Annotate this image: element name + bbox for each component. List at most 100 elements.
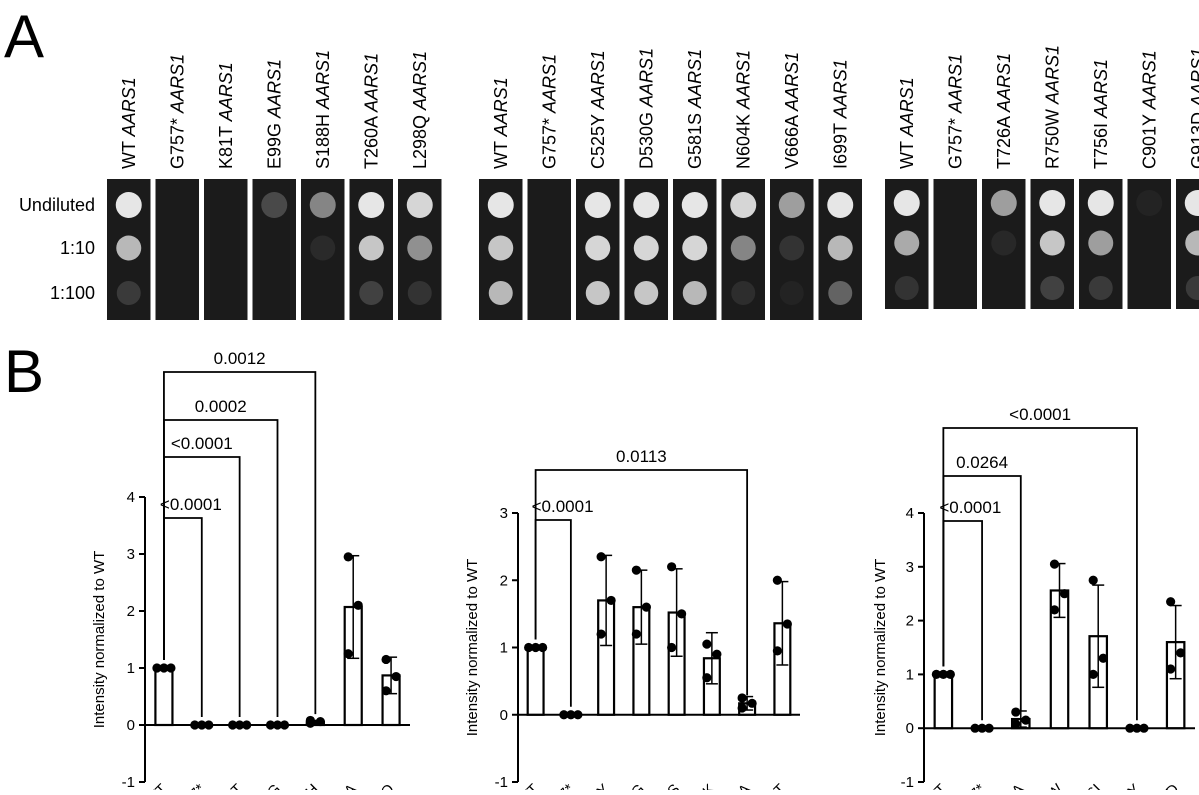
strain-gene: AARS1 [1139,50,1159,110]
y-axis-label: Intensity normalized to WT [872,559,889,737]
strain-gene: AARS1 [994,53,1014,113]
category-label: G757* [947,781,989,790]
data-point [1125,723,1135,733]
data-point [166,663,176,673]
growth-spot [828,281,853,305]
p-value-label: 0.0264 [956,453,1008,472]
y-axis-label: Intensity normalized to WT [91,551,108,729]
data-point [1166,597,1176,607]
strain-mutation: WT [491,136,511,169]
data-point [938,669,948,680]
strain-gene: AARS1 [361,53,381,113]
data-point [1132,723,1142,733]
strain-mutation: I699T [830,118,850,169]
bar [526,646,545,716]
strain-gene: AARS1 [897,77,917,137]
y-tick-label: -1 [901,774,914,790]
growth-spot [991,230,1017,256]
data-point [343,552,353,562]
data-point [381,654,391,665]
data-point [984,723,994,733]
strain-label: C525Y AARS1 [588,50,608,169]
growth-spot [634,281,659,305]
growth-spot [261,192,288,218]
data-point [702,639,712,649]
y-tick-label: 2 [906,613,914,630]
strain-label: I699T AARS1 [830,59,850,169]
strain-gene: AARS1 [636,48,656,108]
significance-bracket [163,419,279,717]
data-point [1166,664,1176,674]
growth-spot [827,235,853,261]
growth-spot [116,281,141,305]
strain-label: S188H AARS1 [313,50,333,169]
strain-mutation: T756I [1091,118,1111,169]
strain-label: T726A AARS1 [994,53,1014,169]
y-tick-label: 0 [500,707,508,724]
category-label: N604K [674,781,718,790]
growth-spot [407,235,433,261]
data-point [391,671,401,682]
strain-gene: AARS1 [782,52,802,112]
data-point [242,720,252,730]
data-point [235,720,245,730]
data-point [573,710,583,720]
growth-spot [1040,276,1065,300]
category-label: T260A [317,781,360,790]
data-point [737,693,747,703]
strain-gene: AARS1 [685,49,705,109]
strain-label: R750W AARS1 [1042,45,1062,169]
data-point [524,642,534,653]
category-label: V666A [710,781,754,790]
significance-bracket [163,371,317,715]
growth-spot [1185,276,1199,300]
data-point [1176,648,1186,658]
strain-label: K81T AARS1 [216,62,236,169]
data-point [712,649,722,659]
growth-spot [779,281,804,305]
strain-label: G913D AARS1 [1188,48,1199,169]
strain-gene: AARS1 [1042,45,1062,105]
data-point [1098,653,1108,663]
growth-spot [116,235,142,261]
data-point [353,600,363,610]
significance-bracket [942,427,1138,721]
y-tick-label: 1 [906,666,914,683]
data-point [772,575,782,585]
category-label: WT [514,781,543,790]
category-label: I699T [750,781,789,790]
growth-spot [682,281,707,305]
spot-lane [204,179,248,320]
strain-mutation: K81T [216,121,236,169]
strain-gene: AARS1 [1091,59,1111,119]
p-value-label: <0.0001 [160,495,222,514]
category-label: T726A [984,781,1027,790]
data-point [977,723,987,733]
strain-gene: AARS1 [313,50,333,110]
growth-spot [1088,276,1113,300]
data-point [596,629,606,639]
data-point [228,720,238,730]
data-point [772,646,782,656]
strain-gene: AARS1 [264,59,284,119]
strain-mutation: V666A [782,111,802,169]
data-point [1011,719,1021,729]
y-tick-label: 3 [906,559,914,576]
growth-spot [633,235,659,261]
strain-gene: AARS1 [588,50,608,110]
strain-mutation: G913D [1188,107,1199,169]
data-point [279,720,290,730]
p-value-label: <0.0001 [939,498,1001,517]
strain-label: G757* AARS1 [539,54,559,169]
data-point [559,710,569,720]
strain-mutation: T726A [994,112,1014,169]
growth-spot [894,276,919,300]
data-point [566,710,576,720]
data-point [737,703,747,713]
p-value-label: 0.0012 [214,349,266,368]
growth-spot [681,192,708,218]
growth-spot [358,235,384,261]
growth-spot [827,192,854,218]
